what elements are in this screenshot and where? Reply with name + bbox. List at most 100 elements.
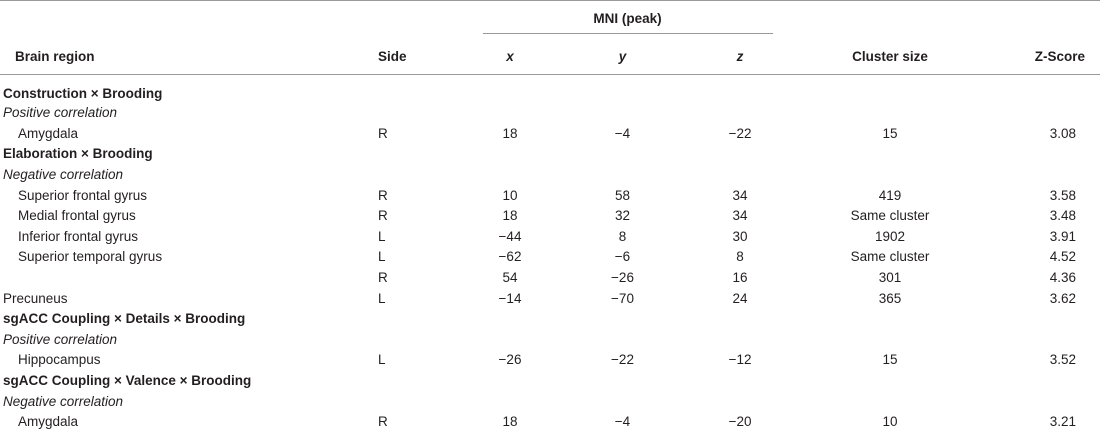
cell: L [378,249,386,265]
cell: 10 [882,414,898,430]
table-row: Precuneus L −14 −70 24 365 3.62 [0,288,1100,309]
column-header: Brain region [15,48,95,64]
cell: 3.91 [1049,228,1077,244]
cell: 419 [878,187,902,203]
cell: −20 [728,414,752,430]
cell: 10 [502,187,518,203]
subsection-title: Positive correlation [3,105,118,121]
table-row: Amygdala R 18 −4 −22 15 3.08 [0,123,1100,144]
subsection-title: Negative correlation [3,167,124,183]
cell: 18 [502,414,518,430]
cell: R [378,208,388,224]
cell: 34 [732,187,748,203]
table-header: MNI (peak) Brain region Side x y z Clust… [0,1,1100,75]
cell: L [378,352,386,368]
cell: 32 [614,208,631,224]
cell: 3.58 [1049,187,1077,203]
cell: R [378,187,388,203]
cell: −12 [728,352,752,368]
cell: 15 [882,352,898,368]
cell: Same cluster [850,249,930,265]
cell: −14 [498,290,522,306]
cell: Superior temporal gyrus [18,249,163,265]
table-body: Construction × Brooding Positive correlat… [0,75,1100,433]
cell: Superior frontal gyrus [18,187,148,203]
column-header: Z-Score [1034,48,1086,64]
column-header: Side [378,48,407,64]
section-title: Elaboration × Brooding [3,146,153,162]
cell: −44 [498,228,522,244]
table-row: Hippocampus L −26 −22 −12 15 3.52 [0,350,1100,371]
cell: Amygdala [18,414,79,430]
cell: 30 [732,228,748,244]
cell: R [378,270,388,286]
cell: L [378,290,386,306]
column-header: Cluster size [852,48,928,64]
cell: Precuneus [3,290,68,306]
cell: R [378,125,388,141]
cell: 4.52 [1049,249,1077,265]
table-row: sgACC Coupling × Valence × Brooding [0,370,1100,391]
cell: −6 [614,249,631,265]
cell: 4.36 [1049,270,1077,286]
cell: 3.48 [1049,208,1077,224]
table-row: Superior frontal gyrus R 10 58 34 419 3.58 [0,185,1100,206]
cell: Amygdala [18,125,79,141]
cell: Hippocampus [18,352,101,368]
cell: 3.08 [1049,125,1077,141]
table-row: Medial frontal gyrus R 18 32 34 Same cluster 3… [0,205,1100,226]
cell: 18 [502,208,518,224]
cell: 3.62 [1049,290,1077,306]
cell: 15 [882,125,898,141]
empty-cell [0,267,360,288]
cell: −4 [614,414,631,430]
cell: 3.52 [1049,352,1077,368]
table-row: Amygdala R 18 −4 −20 10 3.21 [0,411,1100,432]
group-header: MNI (peak) [482,11,773,35]
table-row: Negative correlation [0,164,1100,185]
cell: 8 [736,249,744,265]
cell: L [378,228,386,244]
cell: 18 [502,125,518,141]
table-row: Construction × Brooding [0,75,1100,103]
cell: 54 [502,270,518,286]
cell: Medial frontal gyrus [18,208,136,224]
subsection-title: Negative correlation [3,393,124,409]
cell: −22 [611,352,634,368]
cell: 8 [618,228,627,244]
cell: −62 [498,249,522,265]
cell: 34 [732,208,748,224]
cell: R [378,414,388,430]
cell: −22 [728,125,752,141]
cell: 1902 [875,228,906,244]
cell: 3.21 [1049,414,1077,430]
cell: −4 [614,125,631,141]
cell: 365 [878,290,902,306]
cell: 58 [614,187,631,203]
cell: 16 [732,270,748,286]
column-header: x [506,48,514,64]
cell: Inferior frontal gyrus [18,228,139,244]
table-row: Positive correlation [0,329,1100,350]
section-title: Construction × Brooding [3,85,163,101]
section-title: sgACC Coupling × Valence × Brooding [3,373,252,389]
cell: −70 [611,290,634,306]
cell: Same cluster [850,208,930,224]
table-row: Positive correlation [0,103,1100,124]
column-header: z [736,48,744,64]
cell: −26 [611,270,634,286]
table-row: Negative correlation [0,391,1100,412]
table-row: Inferior frontal gyrus L −44 8 30 1902 3.91 [0,226,1100,247]
cell: 24 [732,290,748,306]
column-header: y [618,48,627,64]
cell: −26 [498,352,522,368]
table-row: Superior temporal gyrus L −62 −6 8 Same clust… [0,247,1100,268]
table-row: R 54 −26 16 301 4.36 [0,267,1100,288]
table-row: sgACC Coupling × Details × Brooding [0,308,1100,329]
subsection-title: Positive correlation [3,331,118,347]
table-row: Elaboration × Brooding [0,144,1100,165]
cell: 301 [878,270,902,286]
section-title: sgACC Coupling × Details × Brooding [3,311,246,327]
